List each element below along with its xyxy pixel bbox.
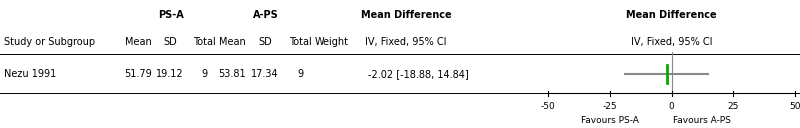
Text: 50: 50 (790, 102, 800, 111)
Text: Mean Difference: Mean Difference (626, 10, 717, 20)
Text: Nezu 1991: Nezu 1991 (4, 69, 56, 79)
Text: Mean: Mean (125, 37, 151, 47)
Text: -50: -50 (541, 102, 555, 111)
Text: 9: 9 (297, 69, 303, 79)
Text: Favours PS-A: Favours PS-A (581, 116, 638, 125)
Text: 0: 0 (669, 102, 674, 111)
Text: Favours A-PS: Favours A-PS (674, 116, 731, 125)
Text: 17.34: 17.34 (251, 69, 279, 79)
Text: Mean: Mean (218, 37, 246, 47)
Text: SD: SD (163, 37, 177, 47)
Text: IV, Fixed, 95% CI: IV, Fixed, 95% CI (366, 37, 446, 47)
Text: -2.02 [-18.88, 14.84]: -2.02 [-18.88, 14.84] (368, 69, 469, 79)
Text: Study or Subgroup: Study or Subgroup (4, 37, 95, 47)
Text: IV, Fixed, 95% CI: IV, Fixed, 95% CI (630, 37, 712, 47)
Text: 25: 25 (727, 102, 739, 111)
Text: SD: SD (258, 37, 272, 47)
Text: PS-A: PS-A (158, 10, 184, 20)
Text: -25: -25 (602, 102, 617, 111)
Text: Total: Total (289, 37, 311, 47)
Text: Weight: Weight (315, 37, 349, 47)
Text: 19.12: 19.12 (156, 69, 184, 79)
Text: 53.81: 53.81 (218, 69, 246, 79)
Text: 9: 9 (201, 69, 207, 79)
Text: Total: Total (193, 37, 215, 47)
Text: A-PS: A-PS (253, 10, 279, 20)
Text: Mean Difference: Mean Difference (361, 10, 451, 20)
Text: 51.79: 51.79 (124, 69, 152, 79)
